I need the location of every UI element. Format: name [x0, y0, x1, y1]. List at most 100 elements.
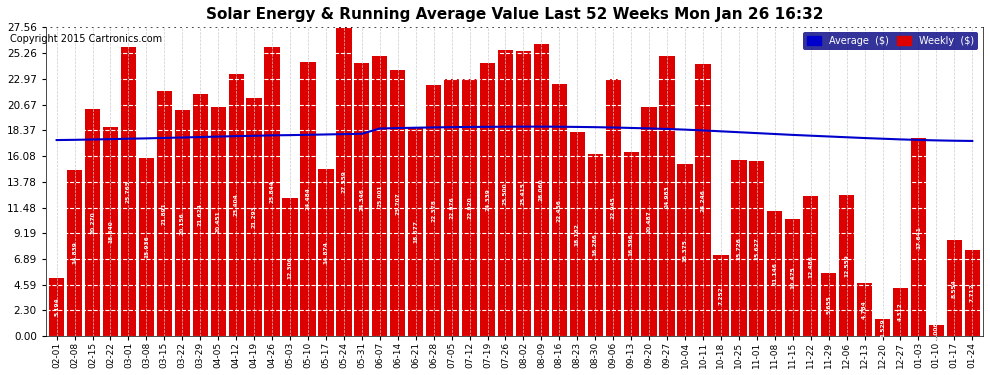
Text: 12.306: 12.306 [287, 256, 292, 279]
Bar [85, 109, 100, 336]
Text: 20.487: 20.487 [646, 210, 651, 233]
Bar [821, 273, 837, 336]
Bar [624, 152, 639, 336]
Bar [642, 106, 656, 336]
Bar [390, 70, 405, 336]
Text: 5.655: 5.655 [826, 295, 832, 314]
Text: 24.246: 24.246 [701, 189, 706, 212]
Bar [516, 51, 531, 336]
Text: Copyright 2015 Cartronics.com: Copyright 2015 Cartronics.com [10, 34, 162, 44]
Text: 15.627: 15.627 [754, 237, 759, 260]
Bar [732, 160, 746, 336]
Text: 22.378: 22.378 [432, 200, 437, 222]
Bar [247, 98, 261, 336]
Bar [695, 64, 711, 336]
Bar [264, 46, 280, 336]
Text: 15.726: 15.726 [737, 237, 742, 260]
Bar [354, 63, 369, 336]
Text: 25.765: 25.765 [126, 180, 131, 203]
Text: 18.677: 18.677 [413, 220, 418, 243]
Text: 26.060: 26.060 [539, 179, 544, 201]
Text: 21.891: 21.891 [161, 202, 167, 225]
Text: 21.624: 21.624 [198, 204, 203, 226]
Bar [551, 84, 567, 336]
Bar [426, 86, 442, 336]
Text: 24.339: 24.339 [485, 189, 490, 211]
Text: 16.396: 16.396 [629, 233, 634, 256]
Text: 20.270: 20.270 [90, 211, 95, 234]
Bar [211, 107, 226, 336]
Bar [372, 56, 387, 336]
Bar [911, 138, 926, 336]
Text: 20.156: 20.156 [180, 212, 185, 235]
Bar [337, 27, 351, 336]
Text: 24.346: 24.346 [359, 188, 364, 211]
Bar [193, 94, 208, 336]
Text: 23.707: 23.707 [395, 192, 400, 215]
Bar [534, 44, 549, 336]
Text: 21.293: 21.293 [251, 206, 256, 228]
Bar [659, 56, 675, 336]
Text: 23.404: 23.404 [234, 194, 239, 216]
Bar [767, 211, 782, 336]
Bar [964, 250, 980, 336]
Bar [444, 79, 459, 336]
Bar [121, 47, 136, 336]
Text: 12.559: 12.559 [844, 255, 849, 277]
Text: 25.844: 25.844 [269, 180, 274, 203]
Text: 8.554: 8.554 [951, 279, 956, 298]
Text: 15.375: 15.375 [682, 238, 687, 261]
Text: 24.983: 24.983 [664, 185, 669, 208]
Bar [929, 325, 944, 336]
Text: 27.559: 27.559 [342, 170, 346, 193]
Bar [462, 79, 477, 336]
Text: 4.312: 4.312 [898, 303, 903, 321]
Bar [498, 50, 513, 336]
Bar [803, 196, 819, 336]
Bar [893, 288, 908, 336]
Text: 16.286: 16.286 [593, 234, 598, 256]
Text: 1.529: 1.529 [880, 318, 885, 337]
Bar [282, 198, 298, 336]
Text: 20.451: 20.451 [216, 210, 221, 233]
Text: 4.784: 4.784 [862, 300, 867, 319]
Text: 22.976: 22.976 [449, 196, 454, 219]
Bar [785, 219, 800, 336]
Bar [749, 161, 764, 336]
Bar [588, 154, 603, 336]
Bar [857, 283, 872, 336]
Text: 11.146: 11.146 [772, 262, 777, 285]
Text: 18.640: 18.640 [108, 220, 113, 243]
Legend: Average  ($), Weekly  ($): Average ($), Weekly ($) [803, 32, 978, 50]
Bar [139, 158, 154, 336]
Text: 25.415: 25.415 [521, 182, 526, 205]
Text: 22.456: 22.456 [556, 199, 562, 222]
Bar [569, 132, 585, 336]
Text: 12.486: 12.486 [808, 255, 813, 278]
Text: 25.001: 25.001 [377, 185, 382, 207]
Text: 24.484: 24.484 [306, 188, 311, 210]
Text: 14.839: 14.839 [72, 242, 77, 264]
Text: 14.874: 14.874 [324, 242, 329, 264]
Bar [67, 170, 82, 336]
Title: Solar Energy & Running Average Value Last 52 Weeks Mon Jan 26 16:32: Solar Energy & Running Average Value Las… [206, 7, 824, 22]
Text: 22.920: 22.920 [467, 196, 472, 219]
Bar [49, 278, 64, 336]
Text: 7.252: 7.252 [719, 286, 724, 305]
Bar [946, 240, 962, 336]
Bar [677, 164, 693, 336]
Text: 17.641: 17.641 [916, 226, 921, 249]
Bar [229, 74, 244, 336]
Bar [408, 127, 424, 336]
Text: 1.006: 1.006 [934, 321, 939, 340]
Text: 18.182: 18.182 [575, 223, 580, 246]
Text: 10.475: 10.475 [790, 266, 795, 289]
Bar [300, 62, 316, 336]
Text: 15.936: 15.936 [144, 236, 148, 258]
Bar [875, 319, 890, 336]
Bar [174, 110, 190, 336]
Bar [319, 170, 334, 336]
Text: 25.500: 25.500 [503, 182, 508, 205]
Text: 5.194: 5.194 [54, 298, 59, 316]
Bar [480, 63, 495, 336]
